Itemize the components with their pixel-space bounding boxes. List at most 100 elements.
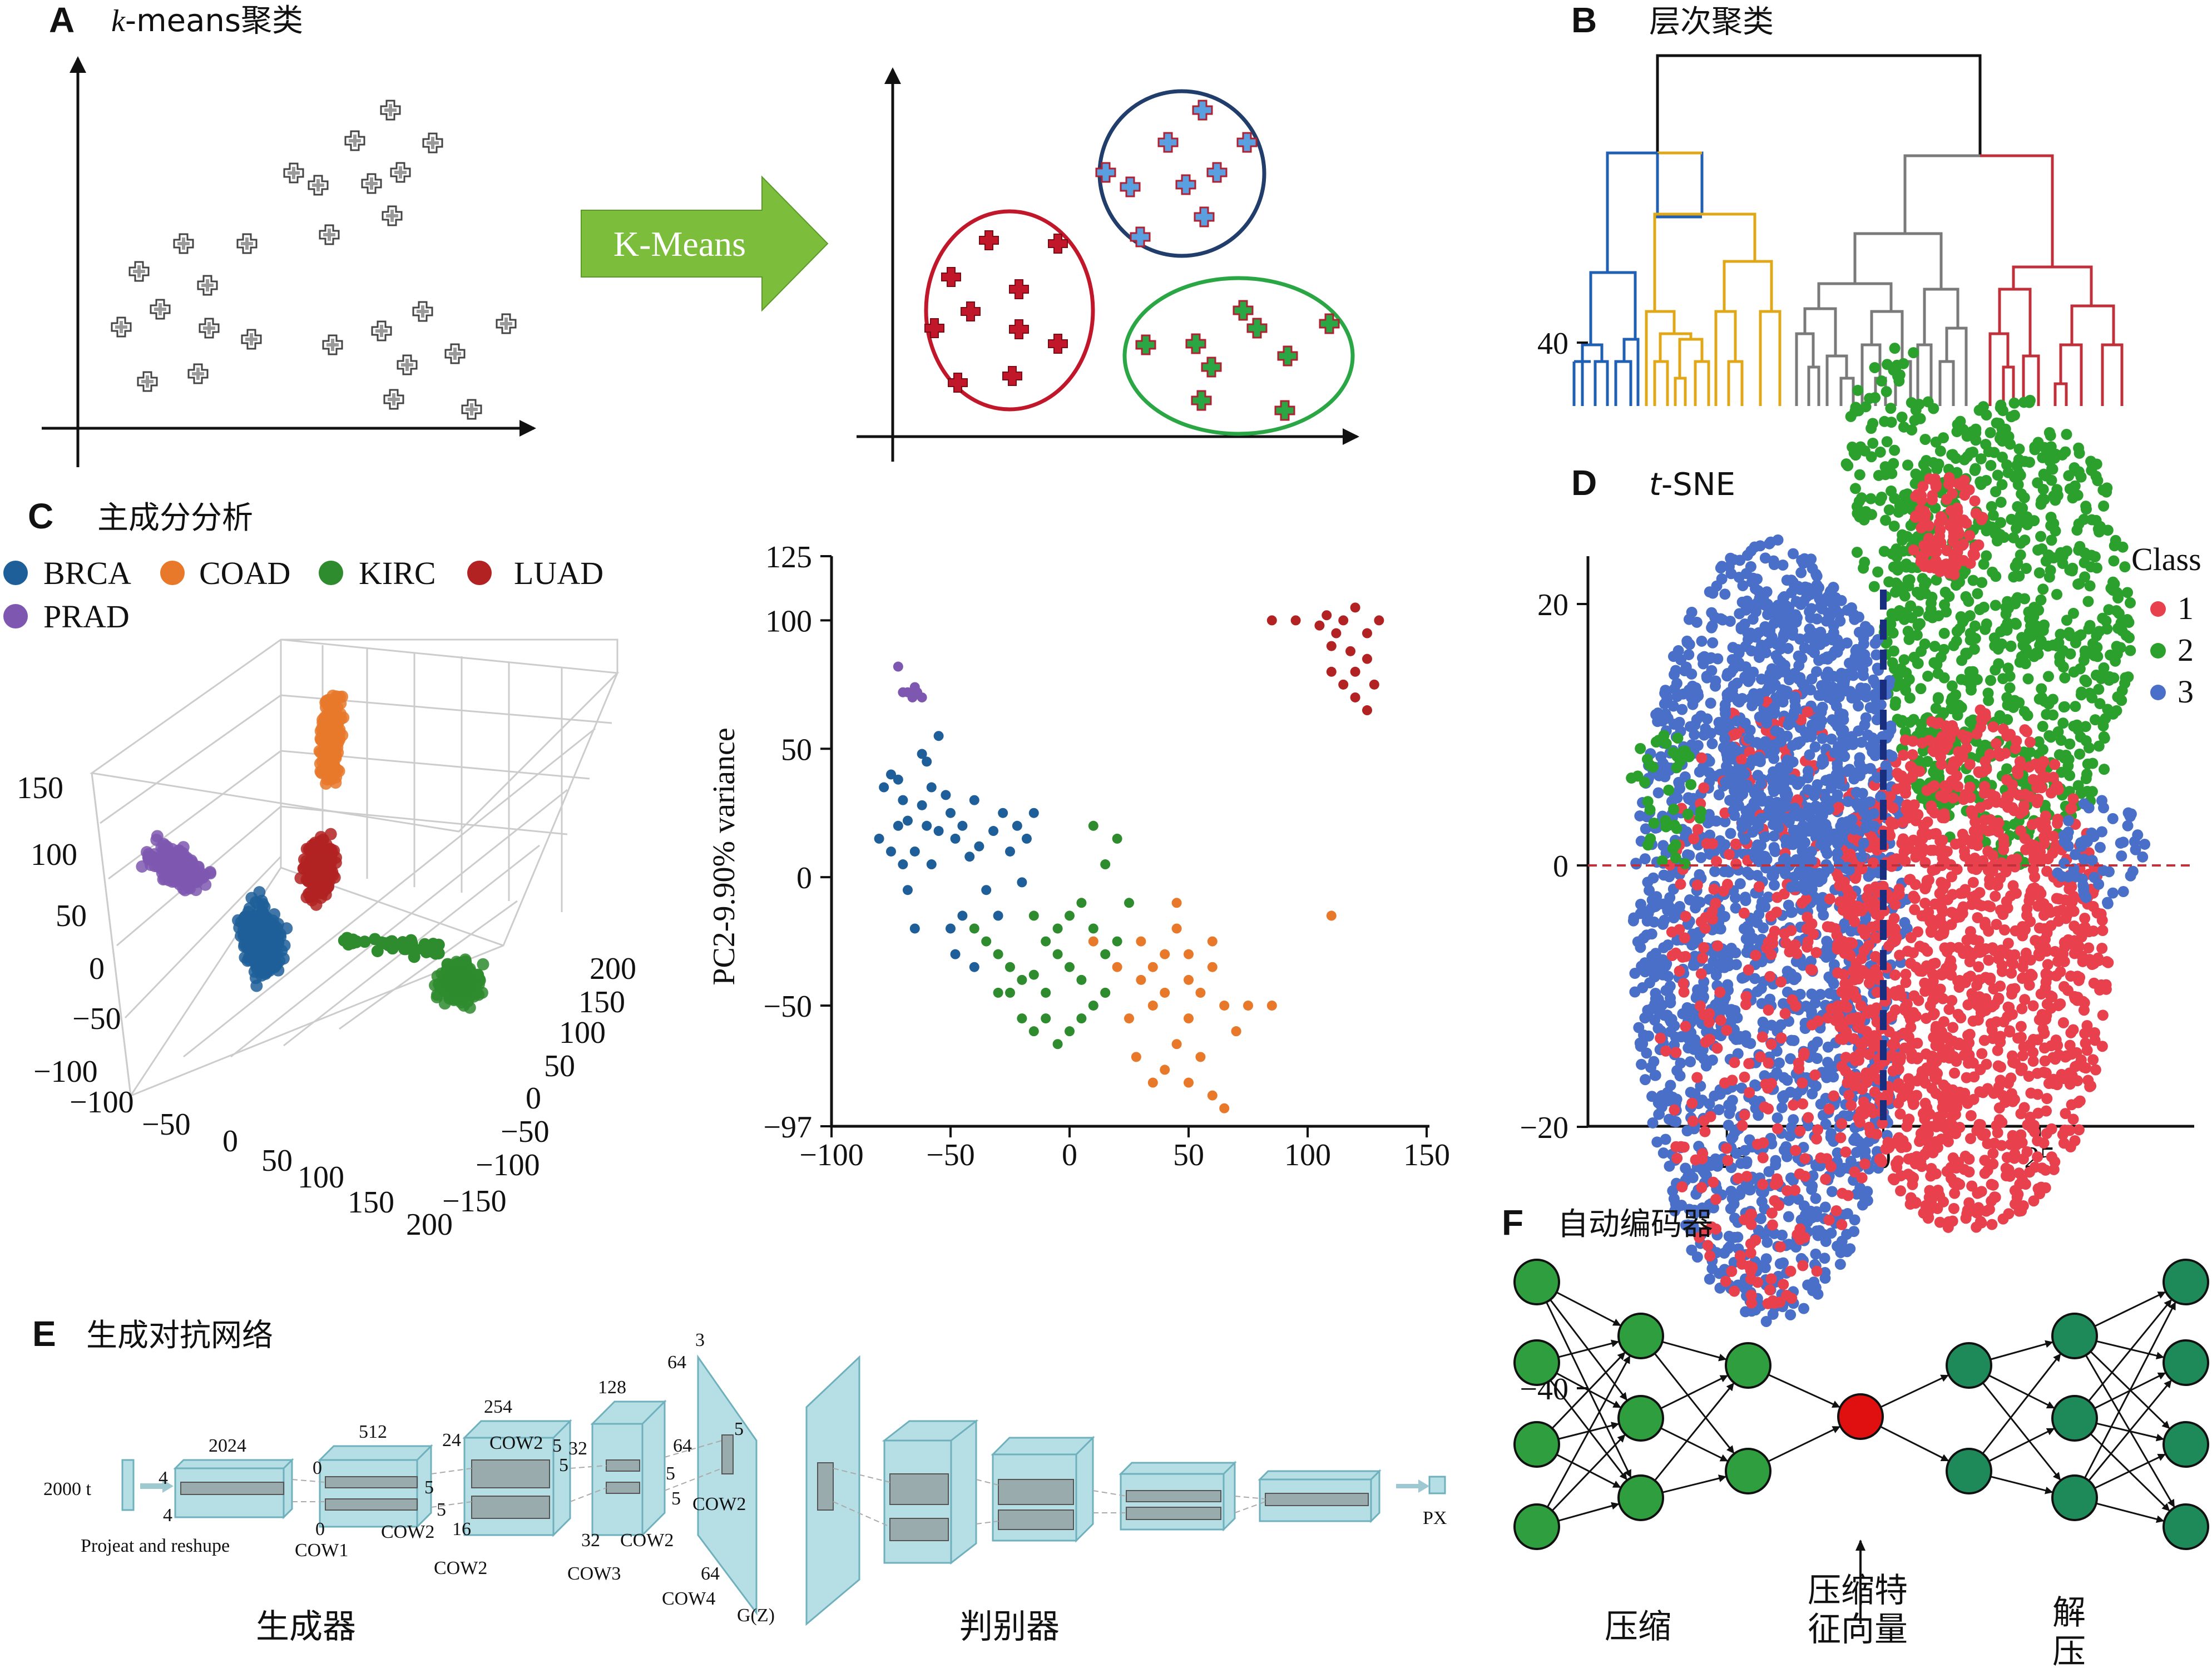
d-point-class-2 bbox=[1996, 638, 2007, 650]
d-point-class-1 bbox=[1870, 881, 1882, 893]
legend-coad: COAD bbox=[199, 555, 290, 591]
c3d-point-coad bbox=[330, 771, 343, 784]
d-point-class-3 bbox=[1795, 567, 1807, 578]
d-point-class-2 bbox=[2020, 658, 2031, 670]
d-point-class-2 bbox=[2010, 595, 2022, 606]
d-point-class-3 bbox=[1706, 738, 1718, 750]
c3d-point-kirc bbox=[408, 951, 420, 963]
d-point-class-2 bbox=[2036, 683, 2047, 695]
d-point-class-3 bbox=[1708, 956, 1719, 967]
d-point-class-1 bbox=[1902, 1086, 1913, 1097]
c2-point-kirc bbox=[1100, 859, 1111, 870]
d-point-class-3 bbox=[1798, 1200, 1810, 1212]
d-point-class-2 bbox=[2022, 710, 2033, 721]
d-point-class-3 bbox=[1731, 1012, 1743, 1024]
c2-point-coad bbox=[1147, 962, 1158, 972]
d-point-class-2 bbox=[2018, 397, 2030, 408]
d-point-class-2 bbox=[1900, 685, 1912, 696]
d-point-class-1 bbox=[2046, 1151, 2057, 1163]
c2-point-coad bbox=[1184, 1077, 1194, 1088]
d-point-class-3 bbox=[1652, 716, 1664, 727]
d-point-class-3 bbox=[1711, 580, 1723, 592]
d-point-class-2 bbox=[2110, 655, 2121, 667]
panel-c-title: 主成分分析 bbox=[97, 500, 253, 536]
d-point-class-2 bbox=[2082, 758, 2094, 770]
d-point-class-2 bbox=[2125, 645, 2136, 656]
c2-xtick-label: 100 bbox=[1284, 1138, 1331, 1172]
c2-point-brca bbox=[909, 846, 920, 857]
d-point-class-2 bbox=[2122, 587, 2134, 598]
c2-point-luad bbox=[1362, 654, 1372, 664]
d-point-class-2 bbox=[1911, 629, 1923, 641]
c2-point-coad bbox=[1207, 962, 1218, 972]
d-point-class-3 bbox=[1676, 704, 1688, 715]
panel-a-title-k: k bbox=[111, 4, 126, 38]
d-point-class-3 bbox=[1810, 1192, 1822, 1204]
d-point-class-3 bbox=[1745, 1038, 1756, 1050]
c2-point-luad bbox=[1350, 666, 1360, 677]
c2-point-kirc bbox=[1005, 987, 1015, 998]
d-point-class-2 bbox=[2070, 701, 2081, 712]
d-point-class-2 bbox=[1985, 459, 1997, 471]
c2-point-kirc bbox=[1076, 974, 1087, 985]
c2-point-brca bbox=[1021, 833, 1032, 844]
d-point-class-3 bbox=[1655, 751, 1667, 763]
d-point-class-3 bbox=[1676, 1031, 1688, 1042]
d-point-class-3 bbox=[1723, 1243, 1734, 1254]
d-point-class-3 bbox=[1632, 936, 1644, 948]
d-point-class-3 bbox=[1754, 651, 1765, 663]
d-point-class-2 bbox=[2043, 427, 2055, 438]
d-point-class-2 bbox=[2043, 571, 2055, 583]
d-point-class-2 bbox=[2059, 672, 2071, 684]
d-point-class-2 bbox=[2080, 503, 2092, 515]
d-point-class-2 bbox=[1960, 591, 1972, 602]
c3d-point-coad bbox=[329, 704, 342, 716]
d-point-class-2 bbox=[1990, 664, 2001, 676]
d-point-class-2 bbox=[1938, 627, 1950, 639]
d-point-class-2 bbox=[2115, 642, 2126, 654]
d-point-class-2 bbox=[2098, 500, 2110, 512]
d-point-class-1 bbox=[1993, 1102, 2005, 1113]
c2-point-luad bbox=[1362, 705, 1372, 716]
d-point-class-3 bbox=[1826, 1186, 1838, 1197]
d-point-class-3 bbox=[1724, 795, 1736, 806]
d-point-class-2 bbox=[2008, 397, 2020, 409]
d-point-class-3 bbox=[1834, 1259, 1846, 1270]
d-point-class-2 bbox=[2081, 676, 2092, 687]
c2-point-kirc bbox=[1028, 1026, 1039, 1037]
d-point-class-2 bbox=[1981, 474, 1992, 486]
d-point-class-1 bbox=[1982, 1083, 1993, 1095]
d-point-class-2 bbox=[2051, 588, 2063, 600]
d-point-class-2 bbox=[1927, 612, 1938, 623]
d-point-class-2 bbox=[1972, 588, 1983, 600]
c2-point-luad bbox=[1345, 646, 1356, 656]
d-point-class-3 bbox=[1669, 719, 1680, 730]
d-point-class-1 bbox=[1889, 1004, 1901, 1016]
c3d-point-prad bbox=[169, 853, 181, 866]
c2-points bbox=[874, 602, 1384, 1113]
d-point-class-3 bbox=[1637, 982, 1649, 993]
d-point-class-2 bbox=[1922, 670, 1934, 682]
d-point-class-2 bbox=[2086, 786, 2098, 798]
c2-point-brca bbox=[993, 910, 1003, 921]
d-point-class-3 bbox=[1757, 1016, 1769, 1028]
d-point-class-1 bbox=[2033, 950, 2045, 962]
d-point-class-3 bbox=[1651, 899, 1662, 911]
d-point-class-3 bbox=[1685, 1056, 1696, 1068]
dendrogram bbox=[1572, 54, 2124, 406]
d-point-class-2 bbox=[2104, 675, 2115, 686]
d-point-class-2 bbox=[1917, 573, 1928, 585]
d-point-class-1 bbox=[2069, 920, 2080, 932]
d-point-class-3 bbox=[1684, 894, 1695, 905]
d-point-class-1 bbox=[2017, 961, 2028, 973]
d-point-class-2 bbox=[2086, 692, 2098, 704]
d-point-class-3 bbox=[1683, 793, 1695, 805]
d-point-class-3 bbox=[1811, 570, 1823, 582]
c2-point-brca bbox=[941, 790, 951, 800]
c3d-point-kirc bbox=[477, 958, 489, 971]
d-point-class-2 bbox=[2020, 563, 2032, 575]
c3d-point-prad bbox=[194, 872, 207, 885]
d-point-class-2 bbox=[2004, 682, 2016, 694]
